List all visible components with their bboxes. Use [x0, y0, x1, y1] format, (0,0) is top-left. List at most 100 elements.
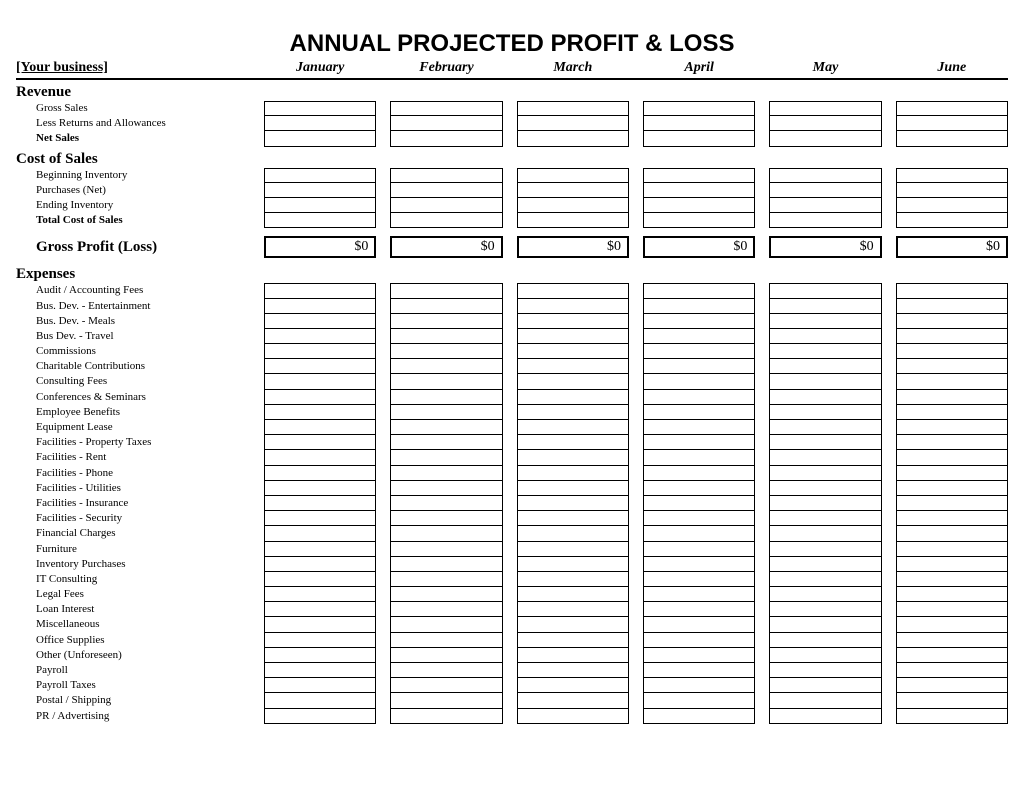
input-cell[interactable]	[517, 526, 629, 541]
input-cell[interactable]	[643, 359, 755, 374]
input-cell[interactable]	[390, 359, 502, 374]
input-cell[interactable]	[769, 329, 881, 344]
input-cell[interactable]	[517, 587, 629, 602]
input-cell[interactable]	[264, 542, 376, 557]
input-cell[interactable]	[643, 602, 755, 617]
input-cell[interactable]	[517, 329, 629, 344]
input-cell[interactable]	[769, 116, 881, 131]
input-cell[interactable]	[896, 329, 1008, 344]
input-cell[interactable]	[264, 496, 376, 511]
input-cell[interactable]	[769, 587, 881, 602]
input-cell[interactable]	[643, 299, 755, 314]
input-cell[interactable]	[643, 405, 755, 420]
input-cell[interactable]	[264, 168, 376, 183]
input-cell[interactable]	[390, 329, 502, 344]
input-cell[interactable]	[390, 198, 502, 213]
input-cell[interactable]	[769, 405, 881, 420]
input-cell[interactable]	[517, 198, 629, 213]
input-cell[interactable]	[264, 435, 376, 450]
input-cell[interactable]	[264, 131, 376, 146]
input-cell[interactable]	[390, 283, 502, 298]
input-cell[interactable]	[896, 435, 1008, 450]
input-cell[interactable]	[264, 390, 376, 405]
input-cell[interactable]	[643, 213, 755, 228]
input-cell[interactable]	[390, 663, 502, 678]
input-cell[interactable]	[390, 405, 502, 420]
input-cell[interactable]	[264, 116, 376, 131]
input-cell[interactable]	[517, 131, 629, 146]
input-cell[interactable]	[896, 299, 1008, 314]
input-cell[interactable]	[769, 183, 881, 198]
input-cell[interactable]	[769, 168, 881, 183]
input-cell[interactable]	[896, 466, 1008, 481]
input-cell[interactable]	[769, 542, 881, 557]
input-cell[interactable]	[643, 693, 755, 708]
input-cell[interactable]	[264, 450, 376, 465]
input-cell[interactable]	[390, 709, 502, 724]
input-cell[interactable]	[769, 420, 881, 435]
input-cell[interactable]	[643, 314, 755, 329]
input-cell[interactable]	[896, 450, 1008, 465]
input-cell[interactable]	[769, 359, 881, 374]
input-cell[interactable]	[896, 198, 1008, 213]
input-cell[interactable]	[643, 450, 755, 465]
input-cell[interactable]	[517, 481, 629, 496]
input-cell[interactable]	[517, 709, 629, 724]
input-cell[interactable]	[643, 709, 755, 724]
input-cell[interactable]	[896, 572, 1008, 587]
input-cell[interactable]	[517, 359, 629, 374]
input-cell[interactable]	[264, 183, 376, 198]
input-cell[interactable]	[517, 390, 629, 405]
input-cell[interactable]	[643, 435, 755, 450]
input-cell[interactable]	[264, 405, 376, 420]
input-cell[interactable]	[264, 466, 376, 481]
input-cell[interactable]	[390, 450, 502, 465]
input-cell[interactable]	[390, 116, 502, 131]
input-cell[interactable]	[517, 678, 629, 693]
input-cell[interactable]	[390, 542, 502, 557]
input-cell[interactable]	[896, 374, 1008, 389]
input-cell[interactable]	[769, 390, 881, 405]
input-cell[interactable]	[517, 572, 629, 587]
input-cell[interactable]	[643, 344, 755, 359]
input-cell[interactable]	[264, 557, 376, 572]
input-cell[interactable]	[896, 587, 1008, 602]
input-cell[interactable]	[390, 557, 502, 572]
input-cell[interactable]	[769, 526, 881, 541]
input-cell[interactable]	[643, 542, 755, 557]
input-cell[interactable]	[896, 213, 1008, 228]
input-cell[interactable]	[390, 648, 502, 663]
input-cell[interactable]	[517, 116, 629, 131]
input-cell[interactable]	[390, 617, 502, 632]
input-cell[interactable]	[264, 359, 376, 374]
input-cell[interactable]	[896, 183, 1008, 198]
input-cell[interactable]	[517, 663, 629, 678]
input-cell[interactable]	[643, 526, 755, 541]
input-cell[interactable]	[769, 101, 881, 116]
input-cell[interactable]	[264, 678, 376, 693]
input-cell[interactable]	[896, 557, 1008, 572]
input-cell[interactable]	[264, 481, 376, 496]
input-cell[interactable]	[517, 617, 629, 632]
input-cell[interactable]	[517, 101, 629, 116]
input-cell[interactable]	[896, 526, 1008, 541]
input-cell[interactable]	[264, 213, 376, 228]
input-cell[interactable]	[390, 131, 502, 146]
input-cell[interactable]	[264, 374, 376, 389]
input-cell[interactable]	[264, 511, 376, 526]
input-cell[interactable]	[517, 466, 629, 481]
input-cell[interactable]	[264, 526, 376, 541]
input-cell[interactable]	[769, 283, 881, 298]
input-cell[interactable]	[896, 481, 1008, 496]
input-cell[interactable]	[390, 314, 502, 329]
input-cell[interactable]	[643, 587, 755, 602]
input-cell[interactable]	[390, 101, 502, 116]
input-cell[interactable]	[264, 299, 376, 314]
input-cell[interactable]	[896, 602, 1008, 617]
input-cell[interactable]	[517, 542, 629, 557]
input-cell[interactable]	[769, 374, 881, 389]
input-cell[interactable]	[390, 183, 502, 198]
input-cell[interactable]	[517, 511, 629, 526]
input-cell[interactable]	[517, 405, 629, 420]
input-cell[interactable]	[264, 709, 376, 724]
